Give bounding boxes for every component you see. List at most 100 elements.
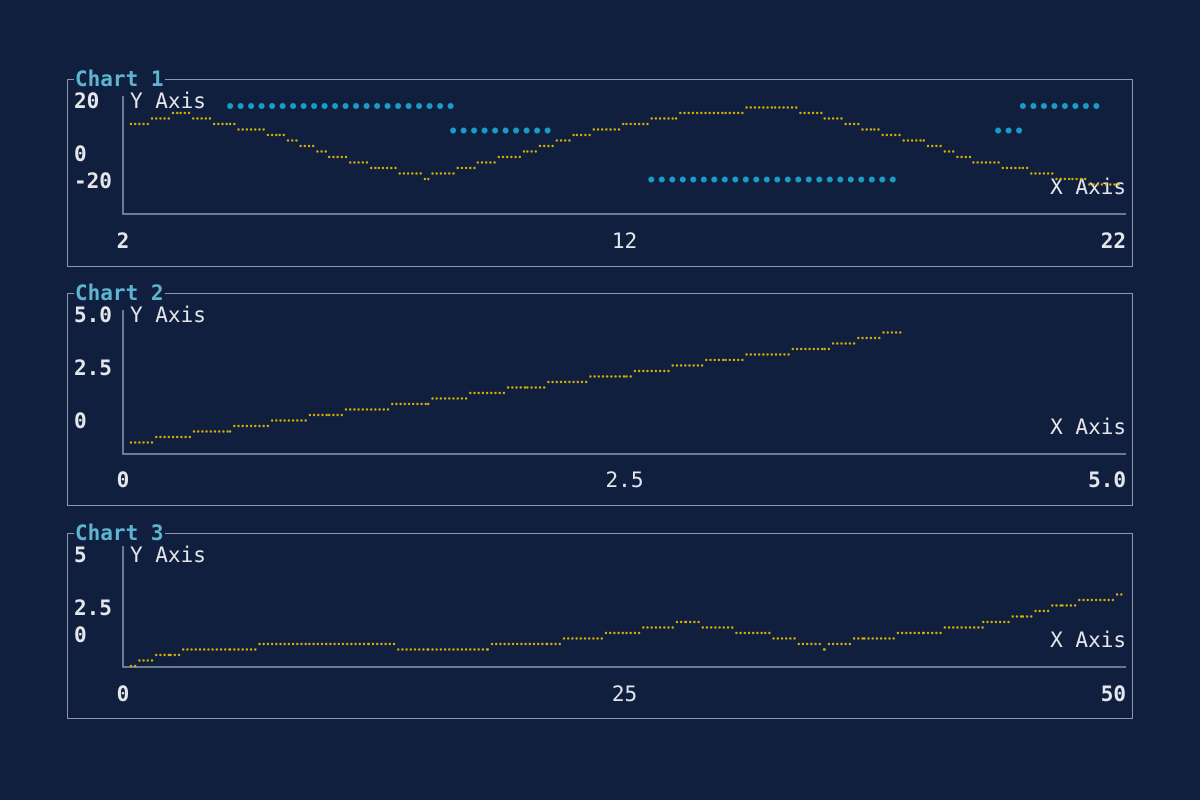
data-point <box>431 648 434 651</box>
data-point <box>1061 604 1064 607</box>
data-point <box>884 637 887 640</box>
data-point <box>275 133 278 137</box>
data-point <box>200 117 203 120</box>
data-point <box>129 664 133 668</box>
data-point <box>269 103 276 109</box>
data-point <box>995 127 1002 134</box>
data-point <box>592 637 595 640</box>
data-point <box>392 642 396 646</box>
data-point <box>1059 604 1062 607</box>
data-point <box>241 128 244 131</box>
data-point <box>282 133 285 137</box>
data-point <box>300 642 303 646</box>
data-point <box>840 642 843 646</box>
data-point <box>515 386 518 389</box>
data-point <box>844 122 847 126</box>
data-point <box>320 150 323 153</box>
data-point <box>816 111 819 115</box>
data-point <box>262 128 265 131</box>
data-point <box>237 103 244 109</box>
data-point <box>286 139 290 142</box>
data-point <box>823 648 826 651</box>
data-point <box>671 364 674 367</box>
data-point <box>622 375 626 378</box>
data-point <box>205 430 208 433</box>
data-point <box>329 642 332 646</box>
data-point <box>753 353 757 356</box>
data-point <box>555 380 558 384</box>
data-point <box>688 364 691 367</box>
data-point <box>952 150 955 153</box>
data-point <box>471 127 478 134</box>
data-point <box>486 648 489 651</box>
data-point <box>976 161 979 164</box>
data-point <box>262 642 265 646</box>
data-point <box>427 648 430 651</box>
axis-lines <box>122 96 1126 215</box>
data-point <box>1067 177 1071 181</box>
y-tick-label: 2.5 <box>74 356 112 380</box>
data-point <box>605 128 608 131</box>
data-point <box>663 369 666 373</box>
data-point <box>1078 598 1081 602</box>
data-point <box>370 166 373 170</box>
y-tick-label: -20 <box>74 169 112 193</box>
data-point <box>547 380 550 384</box>
data-point <box>1021 615 1025 618</box>
data-point <box>546 642 549 646</box>
data-point <box>169 653 172 657</box>
data-point <box>426 103 433 109</box>
data-point <box>844 642 847 646</box>
chart-title: Chart 3 <box>74 520 165 546</box>
data-point <box>902 139 905 142</box>
data-point <box>858 176 865 183</box>
data-point <box>693 620 696 624</box>
data-point <box>739 631 742 635</box>
data-point <box>245 424 249 428</box>
data-point <box>749 106 752 109</box>
data-point <box>837 176 844 183</box>
data-point <box>868 176 875 183</box>
data-point <box>228 122 232 126</box>
data-point <box>362 642 366 646</box>
data-point <box>814 642 817 646</box>
data-point <box>865 336 868 340</box>
data-point <box>204 117 207 120</box>
data-point <box>176 111 179 115</box>
data-point <box>1038 172 1041 175</box>
data-point <box>248 103 255 109</box>
data-point <box>1059 177 1062 181</box>
data-point <box>490 391 493 395</box>
data-point <box>514 155 517 159</box>
data-point <box>146 122 149 126</box>
data-point <box>572 380 575 384</box>
data-point <box>332 103 339 109</box>
x-axis-title: X Axis <box>1050 415 1126 439</box>
data-point <box>579 637 582 640</box>
data-point <box>538 386 542 389</box>
data-point <box>381 166 385 170</box>
data-point <box>435 397 438 400</box>
data-point <box>601 128 604 131</box>
data-point <box>857 336 860 340</box>
data-point <box>625 375 628 378</box>
data-point <box>712 111 716 115</box>
data-point <box>675 364 679 367</box>
data-point <box>898 133 901 137</box>
axis-lines <box>122 310 1126 455</box>
data-point <box>1086 598 1089 602</box>
data-point <box>358 642 361 646</box>
data-point <box>926 631 930 635</box>
data-point <box>1099 598 1102 602</box>
data-point <box>871 637 874 640</box>
data-point <box>1088 183 1091 186</box>
data-point <box>737 111 740 115</box>
data-point <box>411 172 414 175</box>
data-point <box>658 626 662 629</box>
data-point <box>889 176 896 183</box>
data-point <box>735 631 738 635</box>
data-point <box>1111 598 1115 602</box>
data-point <box>567 637 570 640</box>
data-point <box>778 106 781 109</box>
data-point <box>448 397 451 400</box>
